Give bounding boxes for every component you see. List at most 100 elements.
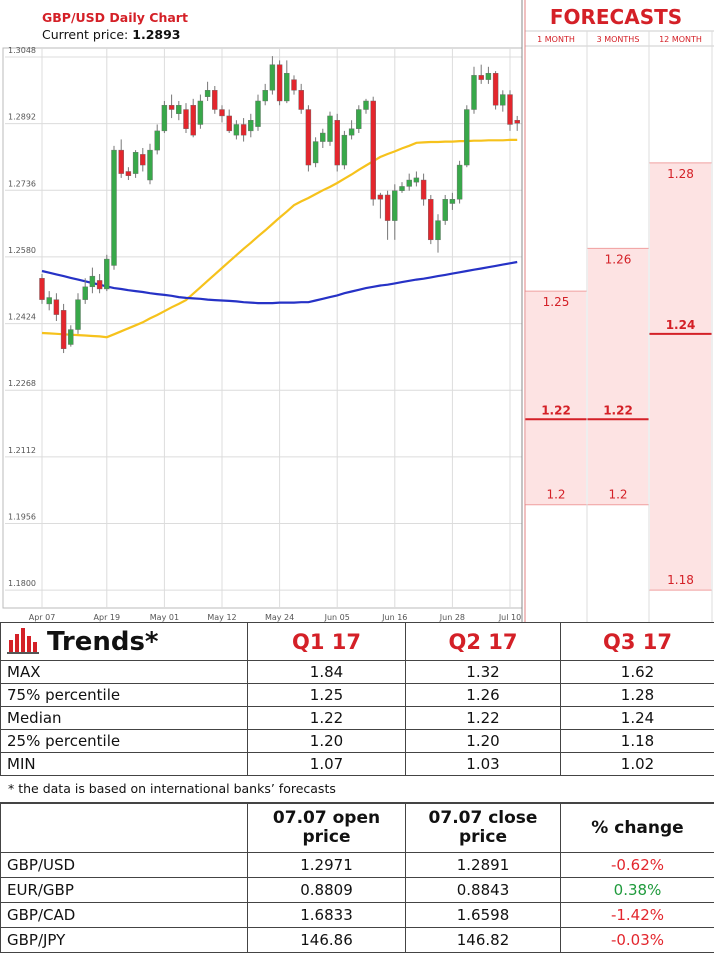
forecast-low-label: 1.2 — [608, 488, 627, 502]
candle-body — [276, 64, 283, 102]
icon-bar — [33, 642, 37, 652]
column-header: 07.07 close price — [405, 803, 561, 853]
candle-body — [428, 199, 434, 241]
icon-base — [7, 652, 39, 654]
subtitle-text: Current price: — [42, 27, 128, 42]
x-tick-label: Apr 19 — [94, 613, 121, 622]
value-cell: 0.8809 — [247, 877, 406, 903]
forecast-median-label: 1.24 — [666, 318, 696, 332]
tables: Trends* Q1 17 Q2 17 Q3 17 MAX 1.84 1.32 1.62 75%… — [0, 622, 714, 953]
value-cell: 146.82 — [405, 927, 561, 953]
candle-body — [413, 177, 420, 183]
forecast-title: FORECASTS — [550, 5, 682, 29]
value-cell: 1.02 — [560, 752, 714, 776]
value-cell: 1.32 — [405, 660, 561, 684]
candle-body — [68, 329, 74, 345]
header-row: Trends* Q1 17 Q2 17 Q3 17 — [0, 622, 714, 661]
value-cell: 146.86 — [247, 927, 406, 953]
candle-body — [406, 179, 412, 187]
row: GBP/USD 1.2971 1.2891 -0.62% — [0, 852, 714, 878]
icon-bar — [21, 628, 25, 652]
candle-body — [96, 280, 103, 290]
row: 25% percentile 1.20 1.20 1.18 — [0, 729, 714, 753]
value-cell: 0.38% — [560, 877, 714, 903]
candle-body — [255, 100, 261, 127]
row: MAX 1.84 1.32 1.62 — [0, 660, 714, 684]
candle-body — [82, 286, 88, 300]
candle-body — [111, 149, 117, 266]
y-tick-label: 1.2736 — [8, 179, 36, 188]
value-cell: 0.8843 — [405, 877, 561, 903]
candle-body — [348, 128, 355, 136]
candle-body — [507, 94, 513, 125]
candle-body — [384, 194, 391, 221]
candle-body — [492, 73, 499, 106]
value-cell: 1.28 — [560, 683, 714, 707]
row: MIN 1.07 1.03 1.02 — [0, 752, 714, 776]
candle-body — [442, 199, 448, 221]
value-cell: 1.20 — [247, 729, 406, 753]
candle-body — [75, 299, 81, 330]
forecast-median-label: 1.22 — [603, 403, 633, 417]
forecast-column-label: 12 MONTH — [659, 35, 702, 44]
candle-body — [176, 105, 182, 114]
x-tick-label: May 12 — [207, 613, 236, 622]
candle-body — [197, 100, 204, 125]
candle-body — [147, 149, 153, 181]
value-cell: 1.6598 — [405, 902, 561, 928]
value-cell: 1.6833 — [247, 902, 406, 928]
candle-body — [327, 115, 333, 142]
forecast-column-label: 1 MONTH — [537, 35, 575, 44]
x-tick-label: Jun 16 — [381, 613, 407, 622]
value-cell: 1.07 — [247, 752, 406, 776]
forecast-range — [526, 291, 586, 505]
moving-average-line — [41, 138, 518, 339]
candle-body — [370, 100, 376, 200]
forecast-low-label: 1.18 — [667, 573, 694, 587]
icon-bar — [15, 634, 19, 652]
row-label: Median — [0, 706, 248, 730]
forecast-high-label: 1.25 — [543, 295, 570, 309]
icon-bar — [9, 640, 13, 652]
chart-area: GBP/USD Daily Chart Current price: 1.2893… — [2, 0, 714, 622]
candle-body — [161, 105, 168, 132]
candle-body — [226, 115, 232, 132]
value-cell: -0.03% — [560, 927, 714, 953]
candle-body — [377, 194, 384, 200]
candle-body — [132, 152, 139, 174]
value-cell: 1.03 — [405, 752, 561, 776]
y-tick-label: 1.2424 — [8, 313, 36, 322]
y-tick-label: 1.2268 — [8, 379, 36, 388]
candle-body — [118, 149, 124, 174]
candle-body — [168, 105, 175, 110]
candle-body — [420, 179, 427, 200]
y-tick-label: 1.2112 — [8, 446, 36, 455]
trends-title: Trends* — [47, 627, 159, 657]
value-cell: 1.20 — [405, 729, 561, 753]
y-tick-label: 1.1800 — [8, 579, 36, 588]
forecast-high-label: 1.28 — [667, 167, 694, 181]
value-cell: -1.42% — [560, 902, 714, 928]
candle-body — [298, 90, 304, 110]
value-cell: 1.24 — [560, 706, 714, 730]
candle-body — [240, 124, 247, 136]
chart-title: GBP/USD Daily Chart — [42, 10, 188, 25]
x-tick-label: May 01 — [150, 613, 179, 622]
row: EUR/GBP 0.8809 0.8843 0.38% — [0, 877, 714, 903]
x-tick-label: May 24 — [265, 613, 294, 622]
candle-body — [312, 141, 319, 164]
value-cell: 1.18 — [560, 729, 714, 753]
row-label: EUR/GBP — [0, 877, 248, 903]
prices-table: 07.07 open price 07.07 close price% chang… — [0, 803, 714, 953]
candle-body — [356, 109, 362, 129]
candle-body — [291, 79, 297, 91]
icon-bar — [27, 636, 31, 652]
x-tick-label: Jun 28 — [439, 613, 465, 622]
x-tick-label: Jun 05 — [324, 613, 350, 622]
candle-body — [219, 109, 225, 117]
trends-table: Trends* Q1 17 Q2 17 Q3 17 MAX 1.84 1.32 1.62 75%… — [0, 622, 714, 776]
candle-body — [233, 124, 240, 136]
x-tick-label: Apr 07 — [29, 613, 56, 622]
candle-body — [248, 120, 254, 132]
